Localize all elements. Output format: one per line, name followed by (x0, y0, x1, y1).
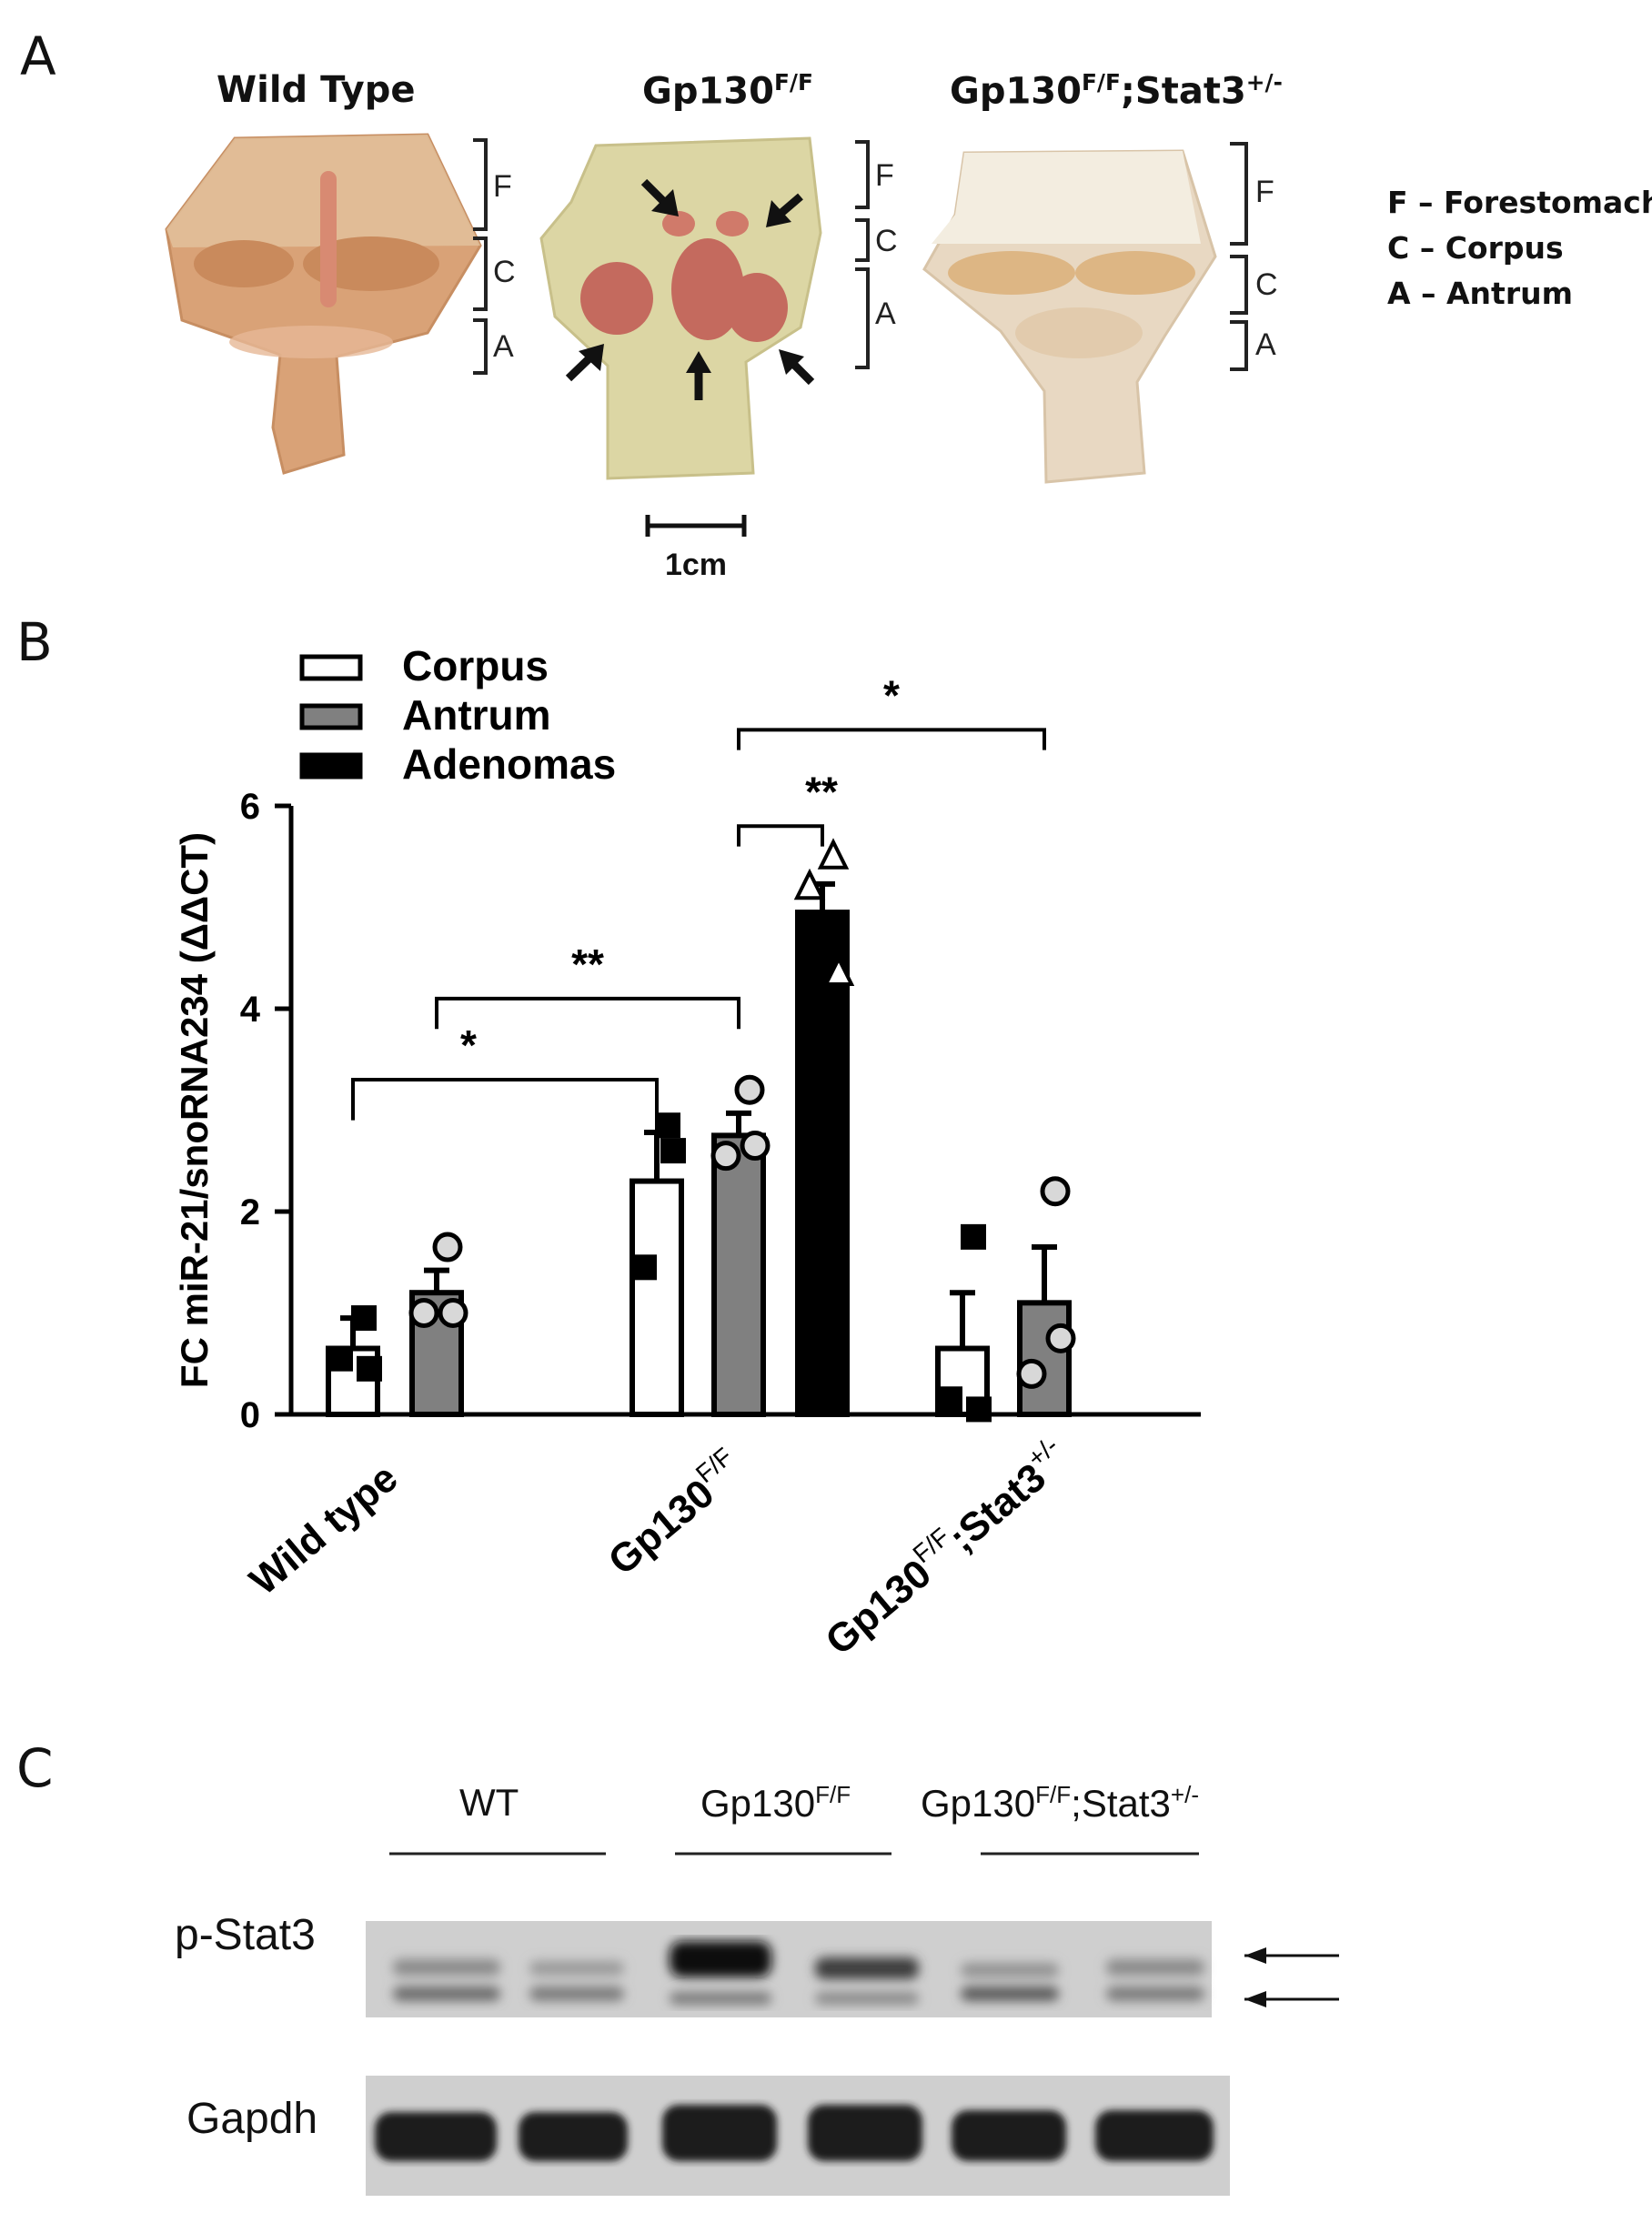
data-point (438, 1298, 468, 1328)
gp-region-c: C (875, 224, 898, 258)
data-point (408, 1298, 439, 1328)
wt-region-a: A (493, 329, 514, 364)
data-point (1045, 1323, 1076, 1353)
bar (711, 1132, 766, 1417)
x-category-label: Wild type (241, 1455, 406, 1604)
gapdh-blot (366, 2076, 1230, 2196)
region-brackets (473, 138, 1248, 375)
row-label-gapdh: Gapdh (186, 2095, 318, 2143)
legend-antrum: A – Antrum (1387, 276, 1573, 311)
band-arrow-icons (1244, 1947, 1339, 2007)
legend-swatch (299, 703, 363, 730)
data-point (327, 1345, 353, 1372)
st-region-a: A (1255, 327, 1276, 362)
y-tick-label: 4 (240, 990, 261, 1030)
legend-swatch (299, 752, 363, 780)
region-legend: F – Forestomach C – Corpus A – Antrum (1387, 180, 1652, 317)
scale-bar-label: 1cm (665, 548, 727, 582)
significance-label: ** (805, 768, 838, 815)
y-tick-label: 2 (240, 1192, 260, 1232)
data-point (660, 1138, 686, 1164)
panel-b-letter: B (16, 611, 53, 673)
legend-forestomach: F – Forestomach (1387, 185, 1652, 220)
data-point (655, 1112, 680, 1139)
data-point (631, 1254, 657, 1281)
y-tick-label: 6 (240, 787, 260, 827)
gp-region-f: F (875, 158, 894, 193)
significance-bracket (737, 728, 1046, 750)
gp-region-a: A (875, 297, 896, 331)
region-letters: F C A F C A F C A (493, 158, 1278, 364)
bar (1017, 1300, 1072, 1417)
significance-label: ** (571, 940, 604, 988)
gp130-stomach-image (539, 136, 822, 480)
p-stat3-blot (366, 1921, 1212, 2017)
data-point (740, 1131, 771, 1162)
significance-label: * (460, 1021, 477, 1069)
wb-group-gp130: Gp130F/F (700, 1781, 851, 1825)
wild-type-stomach-image (165, 133, 482, 475)
panel-c-letter: C (16, 1737, 54, 1799)
data-point (966, 1396, 992, 1423)
title-gp130: Gp130F/F (642, 69, 813, 113)
wb-group-gp130-stat3: Gp130F/F;Stat3+/- (921, 1781, 1200, 1825)
western-blot (366, 1852, 1339, 2196)
adenoma-arrow-icons (565, 178, 815, 400)
significance-bracket (737, 824, 824, 847)
st-region-f: F (1255, 175, 1274, 209)
significance-bracket (435, 996, 740, 1030)
x-category-label: Gp130F/F;Stat3+/- (814, 1432, 1078, 1665)
data-point (710, 1141, 741, 1172)
stomach-photos: F C A F C A F C A 1cm (165, 133, 1278, 582)
wt-region-f: F (493, 169, 512, 204)
wt-region-c: C (493, 255, 516, 289)
scale-bar (645, 515, 747, 537)
data-point (1016, 1358, 1047, 1389)
bar (630, 1178, 684, 1417)
data-point (1040, 1176, 1071, 1207)
data-point (937, 1386, 962, 1413)
st-region-c: C (1255, 267, 1278, 302)
legend-label: Adenomas (402, 740, 616, 788)
significance-label: * (883, 671, 900, 719)
wb-group-wt: WT (459, 1781, 519, 1824)
legend-corpus: C – Corpus (1387, 230, 1564, 266)
data-point (822, 954, 855, 986)
significance-bracket (351, 1078, 659, 1121)
data-point (432, 1232, 463, 1262)
gp130-stat3-stomach-image (922, 149, 1217, 484)
title-wild-type: Wild Type (217, 69, 416, 111)
data-point (351, 1305, 377, 1332)
title-gp130-stat3: Gp130F/F;Stat3+/- (950, 69, 1283, 113)
data-point (961, 1223, 986, 1250)
data-point (817, 838, 850, 870)
panel-a-letter: A (20, 25, 56, 87)
y-tick-label: 0 (240, 1395, 260, 1435)
x-category-label: Gp130F/F (597, 1443, 752, 1584)
legend-label: Antrum (402, 691, 551, 739)
data-point (357, 1355, 382, 1382)
data-point (793, 868, 826, 900)
legend-label: Corpus (402, 642, 549, 689)
y-axis-label: FC miR-21/snoRNA234 (ΔΔCT) (173, 832, 216, 1388)
bar (795, 910, 850, 1417)
legend-swatch (299, 654, 363, 681)
data-point (734, 1074, 765, 1105)
row-label-p-stat3: p-Stat3 (175, 1911, 316, 1959)
